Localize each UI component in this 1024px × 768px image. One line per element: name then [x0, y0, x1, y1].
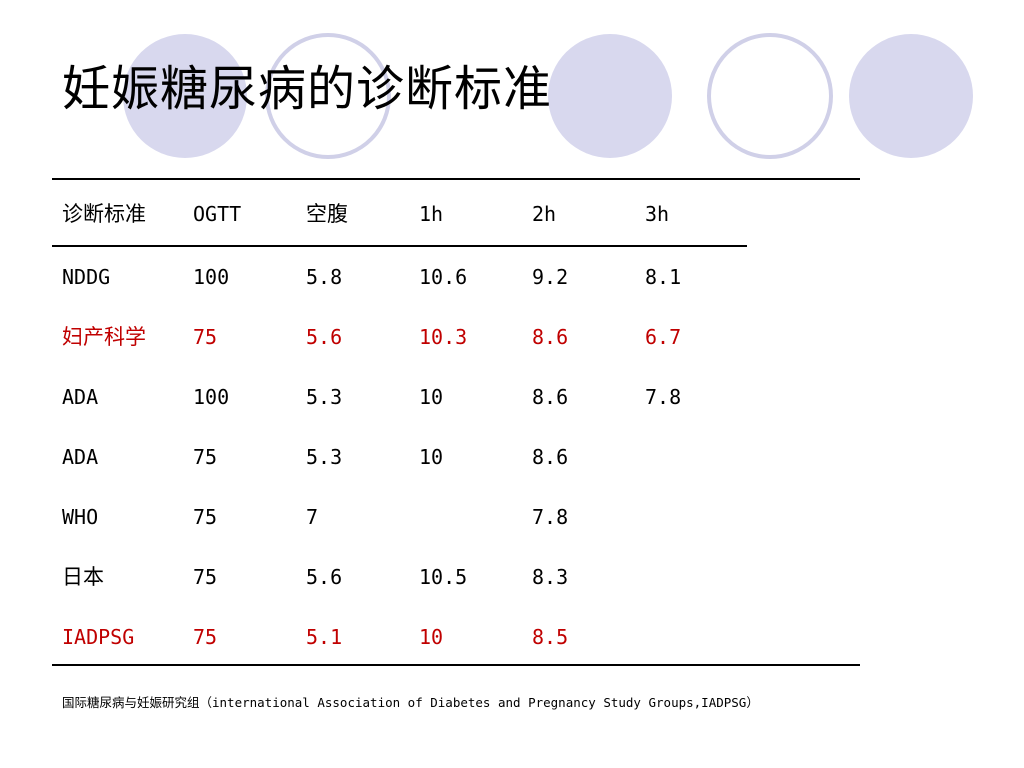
header-2h: 2h: [532, 202, 557, 226]
header-3h: 3h: [645, 202, 670, 226]
header-1h: 1h: [419, 202, 444, 226]
table-cell: 8.6: [532, 325, 569, 349]
row-label-cell: WHO: [62, 505, 99, 529]
table-cell: 5.6: [306, 325, 343, 349]
row-label-cell: IADPSG: [62, 625, 135, 649]
table-cell: 75: [193, 445, 218, 469]
circle-outline: [265, 33, 391, 159]
table-cell: 75: [193, 325, 218, 349]
row-label-cell: NDDG: [62, 265, 111, 289]
table-cell: 100: [193, 385, 230, 409]
header-ogtt: OGTT: [193, 202, 242, 226]
table-header-rule: [52, 245, 747, 247]
slide-title: 妊娠糖尿病的诊断标准: [62, 61, 553, 117]
table-cell: 7: [306, 505, 319, 529]
table-cell: 5.1: [306, 625, 343, 649]
decorative-circles: [123, 33, 973, 159]
table-cell: 10.5: [419, 565, 468, 589]
table-cell: 7.8: [532, 505, 569, 529]
table-cell: 5.3: [306, 385, 343, 409]
table-cell: 8.6: [532, 445, 569, 469]
table-top-rule: [52, 178, 860, 180]
circle-filled: [123, 34, 247, 158]
table-cell: 10: [419, 385, 444, 409]
footnote: 国际糖尿病与妊娠研究组（international Association of…: [62, 695, 759, 710]
table-cell: 6.7: [645, 325, 682, 349]
table-cell: 7.8: [645, 385, 682, 409]
table-cell: 10.3: [419, 325, 468, 349]
header-criteria: 诊断标准: [62, 202, 146, 226]
table-cell: 10.6: [419, 265, 468, 289]
table-cell: 10: [419, 625, 444, 649]
row-label-cell: 日本: [62, 565, 104, 589]
circle-outline: [707, 33, 833, 159]
table-cell: 75: [193, 565, 218, 589]
circle-filled: [548, 34, 672, 158]
table-cell: 10: [419, 445, 444, 469]
table-cell: 8.6: [532, 385, 569, 409]
table-cell: 5.6: [306, 565, 343, 589]
row-label-cell: ADA: [62, 445, 99, 469]
table-cell: 5.3: [306, 445, 343, 469]
table-cell: 5.8: [306, 265, 343, 289]
circle-filled: [849, 34, 973, 158]
table-cell: 8.5: [532, 625, 569, 649]
header-fasting: 空腹: [306, 202, 348, 226]
table-cell: 75: [193, 625, 218, 649]
table-cell: 8.3: [532, 565, 569, 589]
table-cell: 8.1: [645, 265, 682, 289]
table-cell: 100: [193, 265, 230, 289]
table-cell: 9.2: [532, 265, 569, 289]
table-cell: 75: [193, 505, 218, 529]
row-label-cell: 妇产科学: [62, 325, 146, 349]
table-bottom-rule: [52, 664, 860, 666]
row-label-cell: ADA: [62, 385, 99, 409]
